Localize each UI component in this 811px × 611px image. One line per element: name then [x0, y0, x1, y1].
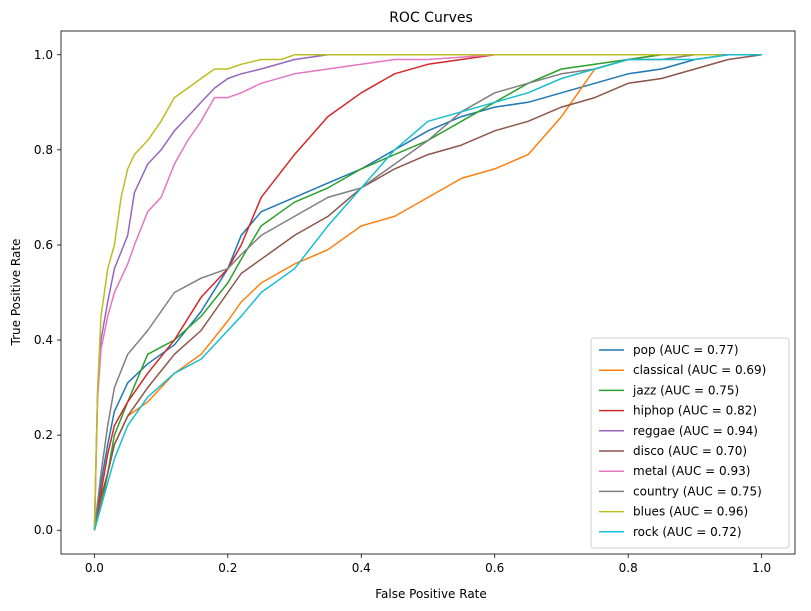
y-axis-label: True Positive Rate — [9, 239, 23, 347]
legend-entry: hiphop (AUC = 0.82) — [633, 404, 757, 418]
series-line-2 — [93, 54, 762, 531]
legend-entry: blues (AUC = 0.96) — [633, 505, 748, 519]
series-line-6 — [93, 54, 762, 531]
chart-title: ROC Curves — [389, 10, 473, 26]
series-line-5 — [93, 54, 762, 531]
x-tick-label: 1.0 — [752, 561, 771, 575]
plot-frame — [60, 30, 796, 555]
y-axis-ticks: 0.0 0.2 0.4 0.6 0.8 1.0 — [34, 48, 61, 537]
series-line-8 — [93, 54, 722, 531]
x-tick-label: 0.0 — [85, 561, 104, 575]
series-line-9 — [93, 54, 762, 531]
y-tick-label: 0.4 — [34, 333, 53, 347]
y-tick-label: 1.0 — [34, 48, 53, 62]
series-line-0 — [93, 54, 762, 531]
legend: pop (AUC = 0.77) classical (AUC = 0.69) ja… — [590, 337, 790, 549]
x-tick-label: 0.2 — [218, 561, 237, 575]
legend-entry: reggae (AUC = 0.94) — [633, 424, 758, 438]
legend-entry: country (AUC = 0.75) — [633, 484, 762, 498]
legend-entry: jazz (AUC = 0.75) — [632, 383, 739, 397]
y-tick-label: 0.2 — [34, 428, 53, 442]
legend-entry: rock (AUC = 0.72) — [633, 525, 742, 539]
x-axis-ticks: 0.0 0.2 0.4 0.6 0.8 1.0 — [85, 554, 771, 575]
x-axis-label: False Positive Rate — [375, 587, 487, 601]
legend-entry: disco (AUC = 0.70) — [633, 444, 747, 458]
x-tick-label: 0.6 — [485, 561, 504, 575]
y-tick-label: 0.8 — [34, 143, 53, 157]
legend-entry: metal (AUC = 0.93) — [633, 464, 750, 478]
y-tick-label: 0.6 — [34, 238, 53, 252]
series-layer — [93, 54, 762, 531]
x-tick-label: 0.8 — [619, 561, 638, 575]
legend-box — [590, 337, 790, 549]
legend-entry: classical (AUC = 0.69) — [633, 363, 766, 377]
y-tick-label: 0.0 — [34, 523, 53, 537]
legend-entry: pop (AUC = 0.77) — [633, 343, 739, 357]
x-tick-label: 0.4 — [352, 561, 371, 575]
